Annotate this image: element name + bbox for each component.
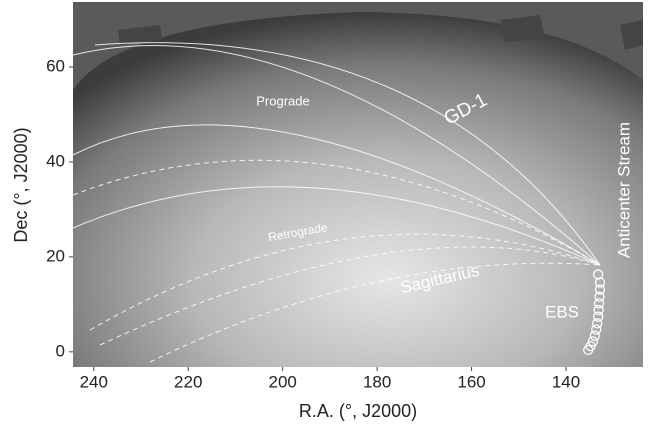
x-axis-label: R.A. (°, J2000) <box>299 401 417 421</box>
x-tick-label: 140 <box>552 372 580 391</box>
x-tick-label: 220 <box>174 372 202 391</box>
y-tick-label: 60 <box>46 57 65 76</box>
y-tick-label: 20 <box>46 246 65 265</box>
annotation: EBS <box>545 302 579 321</box>
x-tick-label: 160 <box>457 372 485 391</box>
x-tick-label: 200 <box>268 372 296 391</box>
y-tick-label: 40 <box>46 151 65 170</box>
y-axis-label: Dec (°, J2000) <box>11 127 31 242</box>
annotation: Prograde <box>256 93 309 108</box>
y-tick-label: 0 <box>56 341 65 360</box>
x-tick-label: 240 <box>80 372 108 391</box>
chart: Prograde GD-1 Anticenter Stream Retrogra… <box>0 0 655 429</box>
x-tick-label: 180 <box>363 372 391 391</box>
page: {"chart_data": { "type": "scatter", "x_l… <box>0 0 655 429</box>
annotation: Anticenter Stream <box>614 122 633 258</box>
